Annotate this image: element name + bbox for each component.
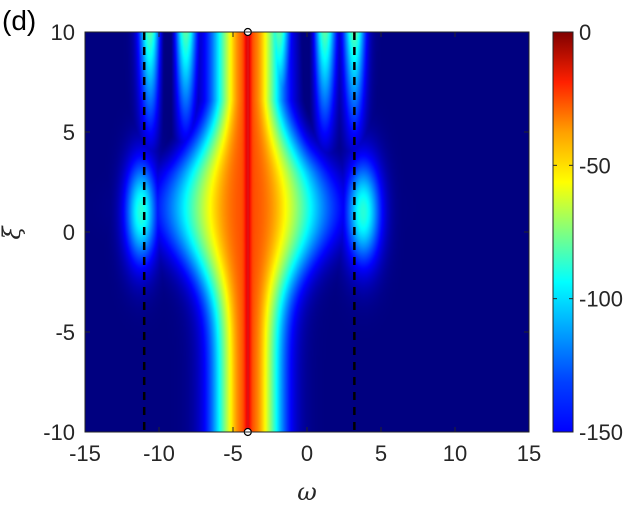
x-axis-ticks: -15 -10 -5 0 5 10 15 [69, 32, 541, 466]
x-tick-label: 5 [375, 441, 387, 466]
colorbar-ticks: 0 -50 -100 -150 [553, 20, 623, 445]
y-tick-label: 5 [63, 120, 75, 145]
x-tick-label: 10 [443, 441, 467, 466]
y-tick-label: -5 [55, 320, 75, 345]
colorbar-tick-label: -50 [579, 153, 611, 178]
colorbar-tick-label: -100 [579, 287, 623, 312]
heatmap-image [85, 32, 529, 432]
x-tick-label: -5 [223, 441, 243, 466]
x-axis-label: ω [297, 478, 317, 506]
plot-overlay [142, 32, 356, 432]
y-tick-label: 0 [63, 220, 75, 245]
x-tick-label: -15 [69, 441, 101, 466]
x-tick-label: 15 [517, 441, 541, 466]
colorbar-tick-label: -150 [579, 420, 623, 445]
y-tick-label: -10 [43, 420, 75, 445]
colorbar-tick-label: 0 [579, 20, 591, 45]
y-axis-label: ξ [0, 225, 26, 240]
colorbar [552, 31, 574, 433]
panel-label: (d) [2, 5, 36, 36]
y-tick-label: 10 [51, 20, 75, 45]
x-tick-label: -10 [143, 441, 175, 466]
x-tick-label: 0 [301, 441, 313, 466]
y-axis-ticks: -10 -5 0 5 10 [43, 20, 529, 445]
